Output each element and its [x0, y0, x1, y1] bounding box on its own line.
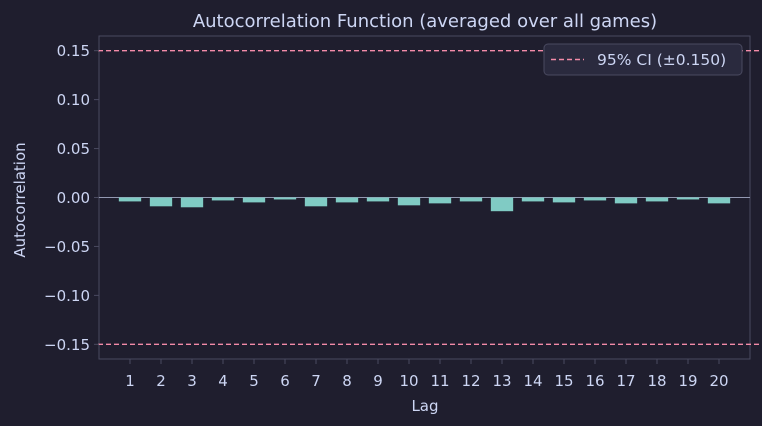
x-tick-label: 11	[430, 372, 449, 390]
x-tick-label: 1	[125, 372, 135, 390]
x-tick-label: 5	[249, 372, 259, 390]
bar-lag-3	[180, 197, 204, 208]
legend-ci-label: 95% CI (±0.150)	[597, 51, 726, 69]
y-tick-label: −0.15	[44, 336, 90, 354]
bar-lag-20	[707, 197, 731, 204]
x-tick-label: 19	[678, 372, 697, 390]
y-tick-label: −0.10	[44, 287, 90, 305]
bar-lag-17	[614, 197, 638, 204]
x-tick-label: 17	[616, 372, 635, 390]
x-tick-label: 20	[709, 372, 728, 390]
x-tick-label: 2	[156, 372, 166, 390]
x-tick-label: 15	[554, 372, 573, 390]
bar-lag-9	[366, 197, 390, 202]
x-tick-label: 8	[342, 372, 352, 390]
x-tick-label: 10	[399, 372, 418, 390]
bar-lag-15	[552, 197, 576, 203]
bar-lag-13	[490, 197, 514, 212]
bar-lag-5	[242, 197, 266, 203]
bar-lag-7	[304, 197, 328, 207]
bars-group	[118, 197, 731, 212]
x-tick-label: 7	[311, 372, 321, 390]
bar-lag-10	[397, 197, 421, 206]
x-axis-label: Lag	[411, 397, 438, 415]
y-tick-label: 0.15	[57, 42, 90, 60]
chart-title: Autocorrelation Function (averaged over …	[193, 11, 657, 32]
x-tick-label: 6	[280, 372, 290, 390]
bar-lag-8	[335, 197, 359, 203]
x-tick-label: 9	[373, 372, 383, 390]
x-axis-ticks: 1 2 3 4 5 6 7 8 9 10 11 12 13 14 15 16 17 18 19 20	[125, 359, 729, 390]
x-tick-label: 3	[187, 372, 197, 390]
x-tick-label: 4	[218, 372, 228, 390]
bar-lag-2	[149, 197, 173, 207]
x-tick-label: 14	[523, 372, 542, 390]
y-tick-label: 0.05	[57, 140, 90, 158]
bar-lag-18	[645, 197, 669, 202]
x-tick-label: 12	[461, 372, 480, 390]
y-tick-label: −0.05	[44, 238, 90, 256]
x-tick-label: 16	[585, 372, 604, 390]
x-tick-label: 13	[492, 372, 511, 390]
y-tick-label: 0.00	[57, 189, 90, 207]
y-axis-label: Autocorrelation	[11, 142, 29, 257]
y-axis-ticks: 0.15 0.10 0.05 0.00 −0.05 −0.10 −0.15	[44, 42, 99, 354]
legend: 95% CI (±0.150)	[543, 43, 743, 76]
bar-lag-6	[273, 197, 297, 200]
y-tick-label: 0.10	[57, 91, 90, 109]
x-tick-label: 18	[647, 372, 666, 390]
bar-lag-12	[459, 197, 483, 202]
bar-lag-1	[118, 197, 142, 202]
bar-lag-14	[521, 197, 545, 202]
bar-lag-19	[676, 197, 700, 200]
legend-box	[543, 43, 743, 76]
bar-lag-16	[583, 197, 607, 201]
bar-lag-11	[428, 197, 452, 204]
bar-lag-4	[211, 197, 235, 201]
